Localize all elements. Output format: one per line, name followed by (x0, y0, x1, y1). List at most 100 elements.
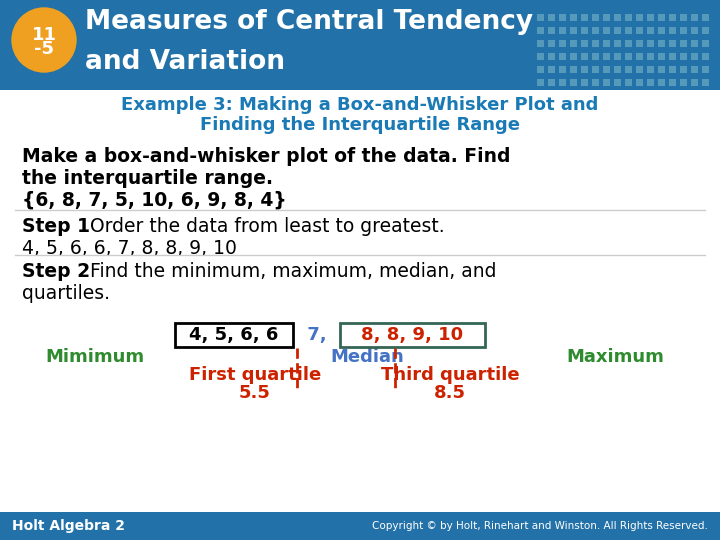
Bar (603, 26, 610, 33)
Bar (0, 90, 720, 512)
Bar (580, 52, 588, 59)
Bar (690, 26, 698, 33)
Text: 4, 5, 6, 6: 4, 5, 6, 6 (189, 326, 279, 344)
Bar (647, 65, 654, 72)
Bar (690, 14, 698, 21)
Bar (613, 26, 621, 33)
Text: Mimimum: Mimimum (45, 348, 145, 366)
Bar (647, 52, 654, 59)
Bar (647, 78, 654, 85)
Bar (668, 78, 675, 85)
Bar (624, 78, 631, 85)
Text: Order the data from least to greatest.: Order the data from least to greatest. (84, 217, 445, 236)
Bar (603, 39, 610, 46)
Bar (647, 14, 654, 21)
Bar (680, 52, 686, 59)
Bar (647, 26, 654, 33)
Text: quartiles.: quartiles. (22, 284, 110, 303)
Bar (570, 52, 577, 59)
Bar (613, 14, 621, 21)
Text: First quartile: First quartile (189, 366, 321, 384)
Bar (603, 14, 610, 21)
Bar (559, 78, 565, 85)
Bar (603, 78, 610, 85)
Bar (657, 39, 665, 46)
Bar (657, 14, 665, 21)
Bar (547, 39, 554, 46)
Bar (536, 65, 544, 72)
Bar (559, 14, 565, 21)
Circle shape (12, 8, 76, 72)
Bar (680, 78, 686, 85)
Bar (701, 39, 708, 46)
Text: {6, 8, 7, 5, 10, 6, 9, 8, 4}: {6, 8, 7, 5, 10, 6, 9, 8, 4} (22, 191, 287, 210)
Text: 11: 11 (32, 26, 56, 44)
Bar (559, 65, 565, 72)
Bar (547, 14, 554, 21)
Bar (0, 512, 720, 540)
Bar (657, 65, 665, 72)
Text: Maximum: Maximum (566, 348, 664, 366)
Bar (0, 0, 720, 90)
Text: Example 3: Making a Box-and-Whisker Plot and: Example 3: Making a Box-and-Whisker Plot… (121, 96, 599, 114)
Bar (536, 14, 544, 21)
Bar (624, 26, 631, 33)
Bar (657, 52, 665, 59)
Bar (636, 65, 642, 72)
Bar (690, 52, 698, 59)
Bar (624, 39, 631, 46)
Bar (657, 26, 665, 33)
Bar (559, 52, 565, 59)
Bar (536, 39, 544, 46)
Bar (701, 14, 708, 21)
Bar (547, 26, 554, 33)
Bar (690, 65, 698, 72)
Bar (570, 14, 577, 21)
Bar (624, 52, 631, 59)
Bar (636, 26, 642, 33)
Bar (547, 65, 554, 72)
Text: Step 2: Step 2 (22, 262, 90, 281)
Text: Step 1: Step 1 (22, 217, 90, 236)
FancyBboxPatch shape (340, 323, 485, 347)
Bar (690, 39, 698, 46)
Text: 7,: 7, (301, 326, 327, 344)
Bar (613, 78, 621, 85)
Bar (657, 78, 665, 85)
Text: the interquartile range.: the interquartile range. (22, 169, 273, 188)
Bar (603, 52, 610, 59)
Bar (701, 78, 708, 85)
Bar (580, 65, 588, 72)
Bar (613, 65, 621, 72)
Text: -5: -5 (34, 40, 54, 58)
Bar (592, 39, 598, 46)
Bar (592, 78, 598, 85)
Bar (570, 39, 577, 46)
Text: Find the minimum, maximum, median, and: Find the minimum, maximum, median, and (84, 262, 497, 281)
Bar (580, 26, 588, 33)
Bar (613, 39, 621, 46)
Bar (680, 39, 686, 46)
Text: Holt Algebra 2: Holt Algebra 2 (12, 519, 125, 533)
Bar (536, 78, 544, 85)
Bar (668, 26, 675, 33)
Text: Third quartile: Third quartile (381, 366, 519, 384)
Bar (570, 78, 577, 85)
Bar (547, 78, 554, 85)
Bar (559, 26, 565, 33)
Bar (701, 65, 708, 72)
Bar (636, 52, 642, 59)
Text: Measures of Central Tendency: Measures of Central Tendency (85, 9, 533, 35)
Bar (592, 65, 598, 72)
Bar (580, 39, 588, 46)
Bar (668, 39, 675, 46)
Bar (580, 14, 588, 21)
Text: Median: Median (330, 348, 404, 366)
Bar (624, 14, 631, 21)
Text: Copyright © by Holt, Rinehart and Winston. All Rights Reserved.: Copyright © by Holt, Rinehart and Winsto… (372, 521, 708, 531)
Text: Make a box-and-whisker plot of the data. Find: Make a box-and-whisker plot of the data.… (22, 147, 510, 166)
Bar (668, 65, 675, 72)
Bar (592, 14, 598, 21)
Bar (536, 52, 544, 59)
Bar (570, 65, 577, 72)
